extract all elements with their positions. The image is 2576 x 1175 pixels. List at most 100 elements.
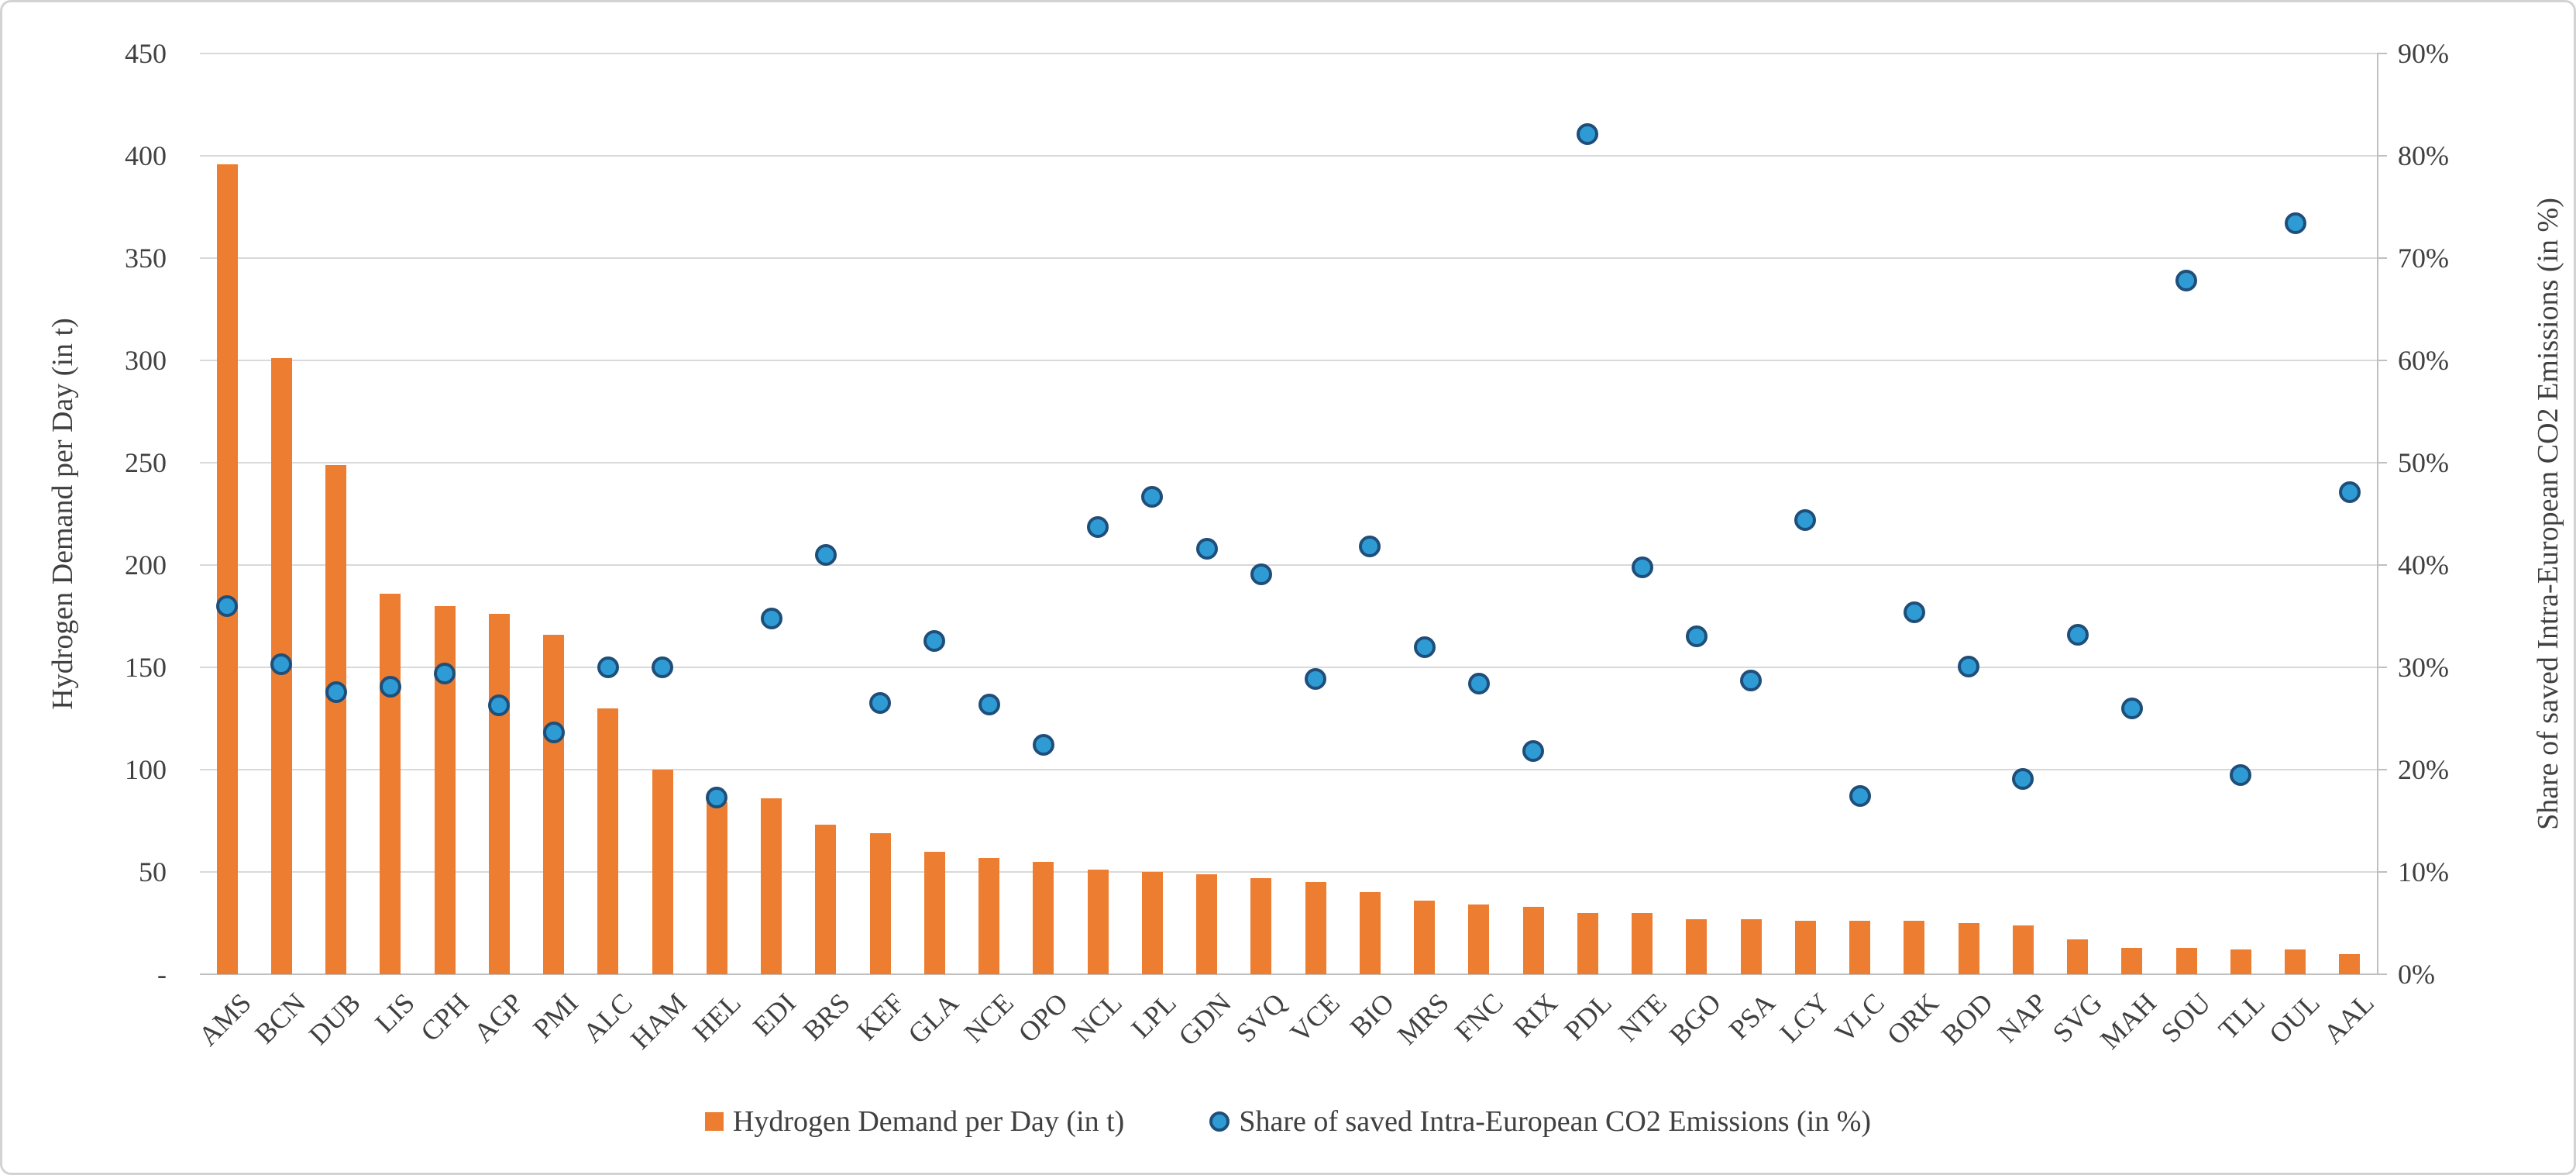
left-axis-tick-label-150: 150 xyxy=(125,652,167,683)
bar-EDI xyxy=(761,798,782,974)
dot-GLA xyxy=(923,629,946,652)
dot-GDN xyxy=(1195,537,1218,560)
bar-KEF xyxy=(869,832,891,974)
bar-SVQ xyxy=(1250,877,1272,974)
x-tick-label-MRS: MRS xyxy=(1391,987,1455,1051)
dot-DUB xyxy=(325,681,347,703)
x-tick-label-NAP: NAP xyxy=(1992,987,2054,1049)
gridline-0 xyxy=(200,973,2377,975)
dot-PMI xyxy=(542,722,565,744)
bar-CPH xyxy=(434,605,456,974)
dot-LPL xyxy=(1141,485,1164,508)
dot-OUL xyxy=(2284,212,2306,235)
left-axis-tick-label-300: 300 xyxy=(125,345,167,376)
right-axis-title: Share of saved Intra-European CO2 Emissi… xyxy=(2532,198,2564,830)
gridline-50 xyxy=(200,871,2377,873)
right-axis-line xyxy=(2377,53,2378,974)
legend-item-co2-share: Share of saved Intra-European CO2 Emissi… xyxy=(1209,1104,1871,1139)
right-axis-tick-label-0: 0% xyxy=(2398,959,2435,990)
dot-BCN xyxy=(270,653,293,676)
bar-series-swatch-icon xyxy=(704,1112,724,1131)
bar-GLA xyxy=(923,851,945,974)
right-axis-tick-label-150: 30% xyxy=(2398,652,2449,683)
bar-PSA xyxy=(1740,918,1762,974)
left-axis-tick-label-250: 250 xyxy=(125,447,167,478)
x-tick-label-AMS: AMS xyxy=(192,987,257,1053)
right-axis-tick-300 xyxy=(2377,360,2387,361)
x-tick-label-PSA: PSA xyxy=(1723,987,1781,1046)
right-axis-tick-350 xyxy=(2377,257,2387,259)
x-tick-label-ORK: ORK xyxy=(1880,987,1945,1051)
dot-MAH xyxy=(2120,697,2143,719)
x-tick-label-DUB: DUB xyxy=(302,987,366,1051)
x-tick-label-GDN: GDN xyxy=(1172,987,1237,1053)
dot-AMS xyxy=(216,594,239,617)
x-tick-label-LIS: LIS xyxy=(369,987,421,1039)
right-axis-tick-0 xyxy=(2377,973,2387,975)
legend-item-hydrogen-demand: Hydrogen Demand per Day (in t) xyxy=(704,1104,1125,1139)
x-tick-label-SVQ: SVQ xyxy=(1230,987,1291,1049)
x-tick-label-PMI: PMI xyxy=(526,987,584,1045)
x-tick-label-NCE: NCE xyxy=(958,987,1020,1049)
bar-AMS xyxy=(216,164,238,974)
dot-PSA xyxy=(1740,670,1763,692)
gridline-300 xyxy=(200,360,2377,361)
dot-LIS xyxy=(379,676,401,698)
x-tick-label-OPO: OPO xyxy=(1012,987,1074,1049)
right-axis-tick-label-250: 50% xyxy=(2398,447,2449,478)
dot-AAL xyxy=(2338,481,2361,504)
bar-RIX xyxy=(1522,906,1544,974)
scatter-series-swatch-icon xyxy=(1209,1111,1230,1132)
bar-BRS xyxy=(815,825,837,974)
dot-SVQ xyxy=(1250,563,1272,585)
dot-KEF xyxy=(869,692,892,715)
right-axis-tick-100 xyxy=(2377,769,2387,770)
right-axis-tick-250 xyxy=(2377,462,2387,463)
dot-LCY xyxy=(1794,508,1817,531)
bar-NCL xyxy=(1087,870,1109,974)
gridline-400 xyxy=(200,155,2377,157)
bar-TLL xyxy=(2230,949,2251,974)
x-tick-label-FNC: FNC xyxy=(1448,987,1509,1048)
x-tick-label-BOD: BOD xyxy=(1935,987,1999,1051)
dot-BRS xyxy=(814,543,837,566)
x-tick-label-PDL: PDL xyxy=(1558,987,1618,1046)
dot-BGO xyxy=(1685,625,1708,648)
bar-OPO xyxy=(1033,861,1054,974)
dot-ORK xyxy=(1903,601,1925,623)
right-axis-tick-label-50: 10% xyxy=(2398,856,2449,887)
dot-FNC xyxy=(1467,673,1490,695)
x-tick-label-ALC: ALC xyxy=(576,987,638,1049)
dot-NAP xyxy=(2012,767,2034,790)
x-tick-label-AAL: AAL xyxy=(2317,987,2380,1050)
bar-BGO xyxy=(1686,918,1708,974)
x-tick-label-LPL: LPL xyxy=(1125,987,1183,1045)
bar-BOD xyxy=(1958,923,1979,974)
dot-NCL xyxy=(1087,516,1109,539)
bar-OUL xyxy=(2285,949,2306,974)
dot-RIX xyxy=(1522,740,1545,763)
dot-CPH xyxy=(434,662,456,684)
bar-NAP xyxy=(2012,925,2034,974)
dot-SVG xyxy=(2066,623,2089,646)
bar-HEL xyxy=(706,802,727,974)
bar-NTE xyxy=(1632,912,1653,974)
bar-MRS xyxy=(1414,900,1436,974)
x-tick-label-LCY: LCY xyxy=(1774,987,1836,1049)
gridline-200 xyxy=(200,564,2377,566)
dot-VCE xyxy=(1305,667,1327,690)
legend-label-hydrogen-demand: Hydrogen Demand per Day (in t) xyxy=(732,1105,1125,1138)
dot-HAM xyxy=(652,656,674,678)
left-axis-tick-label-350: 350 xyxy=(125,243,167,274)
gridline-250 xyxy=(200,462,2377,463)
x-tick-label-NTE: NTE xyxy=(1611,987,1673,1048)
gridline-100 xyxy=(200,769,2377,770)
bar-PMI xyxy=(543,634,565,974)
bar-VLC xyxy=(1849,921,1871,974)
left-axis-tick-label-450: 450 xyxy=(125,38,167,69)
left-axis-tick-label-100: 100 xyxy=(125,754,167,785)
x-tick-label-NCL: NCL xyxy=(1066,987,1128,1049)
right-axis-tick-450 xyxy=(2377,53,2387,54)
dot-HEL xyxy=(706,786,728,808)
